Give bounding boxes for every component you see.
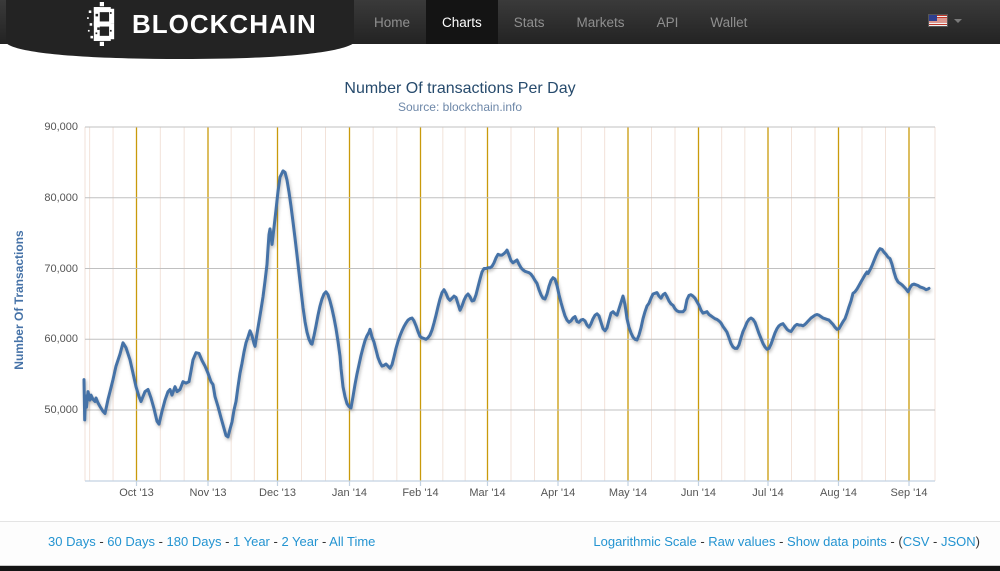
export-link-json[interactable]: JSON [940,534,976,549]
nav-item-charts[interactable]: Charts [426,0,498,44]
range-link-1-year[interactable]: 1 Year [233,534,270,549]
chart-option-links: Logarithmic Scale - Raw values - Show da… [593,534,980,549]
series-transactions-per-day [82,169,931,439]
link-separator: - [775,534,788,549]
blockchain-b-icon [87,2,115,46]
link-separator: - [318,534,330,549]
gridlines-month-vertical [135,127,910,481]
y-tick-label: 60,000 [44,333,78,346]
x-tick-label: Sep '14 [890,487,928,499]
chart-subtitle: Source: blockchain.info [397,100,523,114]
nav-item-api[interactable]: API [656,14,679,30]
link-separator: - [269,534,282,549]
chart-title: Number Of transactions Per Day [344,80,576,97]
nav-item-stats[interactable]: Stats [513,14,545,30]
line-chart-plot [82,126,936,486]
x-tick-label: Jul '14 [752,487,784,499]
nav-item-wallet[interactable]: Wallet [710,14,748,30]
transactions-line-series [82,169,931,439]
language-selector[interactable] [928,14,962,27]
nav-item-markets[interactable]: Markets [576,14,625,30]
range-link-30-days[interactable]: 30 Days [48,534,96,549]
time-range-links: 30 Days - 60 Days - 180 Days - 1 Year - … [48,534,375,549]
option-link-raw-values[interactable]: Raw values [708,534,776,549]
chart-container: Number Of transactions Per Day Source: b… [0,44,1000,521]
export-paren-close: ) [975,534,980,549]
top-navigation-bar: BLOCKCHAIN Home Charts Stats Markets API Wall… [0,0,1000,59]
caret-down-icon [954,18,962,23]
x-tick-label: May '14 [608,487,648,499]
range-link-60-days[interactable]: 60 Days [107,534,155,549]
option-link-logarithmic-scale[interactable]: Logarithmic Scale [593,534,697,549]
range-link-all-time[interactable]: All Time [329,534,376,549]
x-tick-label: Jan '14 [331,487,368,499]
blockchain-logo[interactable]: BLOCKCHAIN [84,2,317,46]
y-tick-label: 80,000 [44,191,78,204]
logo-wordmark: BLOCKCHAIN [132,8,317,39]
x-tick-label: Mar '14 [469,487,506,499]
x-tick-label: Feb '14 [402,487,439,499]
nav-item-home[interactable]: Home [374,14,411,30]
link-separator: - [696,534,709,549]
y-tick-label: 50,000 [44,404,78,416]
x-tick-label: Nov '13 [189,487,227,499]
range-link-2-year[interactable]: 2 Year [281,534,319,549]
x-tick-label: Apr '14 [540,487,576,499]
option-link-show-data-points[interactable]: Show data points [787,534,887,549]
x-tick-label: Jun '14 [680,487,717,499]
y-tick-label: 70,000 [44,262,78,275]
y-tick-label: 90,000 [44,121,78,133]
export-paren-open: ( [898,534,903,549]
main-nav: Home Charts Stats Markets API Wallet [358,0,763,44]
export-link-csv[interactable]: CSV [902,534,930,549]
link-separator: - [95,534,108,549]
link-separator: - [886,534,899,549]
link-separator: - [154,534,167,549]
x-tick-label: Oct '13 [119,487,154,499]
x-tick-label: Aug '14 [820,487,857,499]
gridlines-horizontal [85,126,935,411]
bottom-strip [0,565,1000,571]
gridlines-minor-vertical [84,127,936,481]
link-separator: - [929,534,941,549]
us-flag-icon [928,14,948,27]
x-tick-label: Dec '13 [259,487,296,499]
range-link-180-days[interactable]: 180 Days [166,534,222,549]
x-axis [85,480,935,486]
link-separator: - [221,534,234,549]
footer-toolbar: 30 Days - 60 Days - 180 Days - 1 Year - … [0,521,1000,566]
